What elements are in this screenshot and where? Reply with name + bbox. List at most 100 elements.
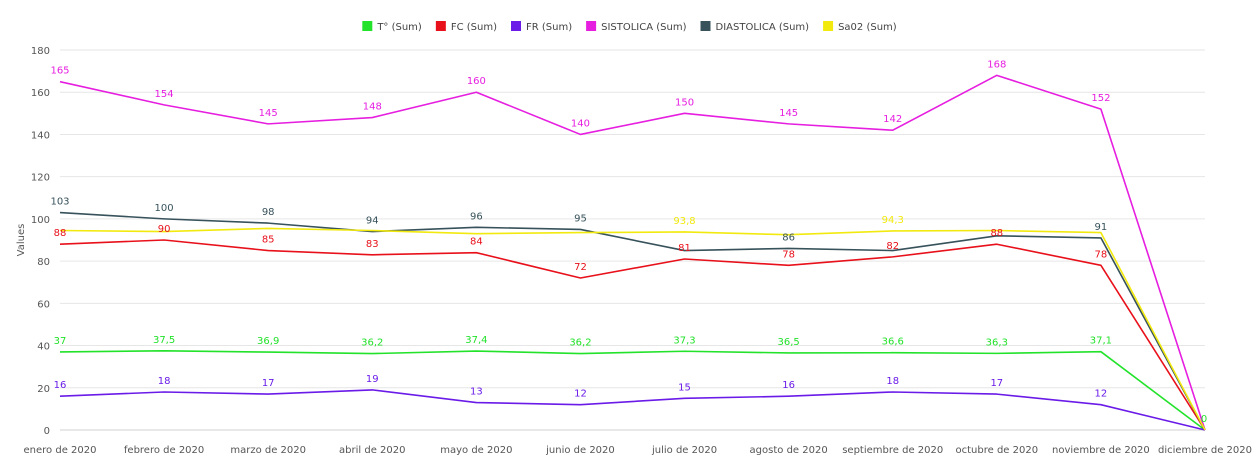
data-label: 36,6	[882, 337, 904, 348]
legend-swatch	[362, 21, 373, 31]
legend-label: FC (Sum)	[451, 22, 497, 33]
data-label: 93,8	[673, 216, 695, 227]
data-label: 165	[50, 66, 69, 77]
data-label: 96	[470, 211, 483, 222]
x-tick-label: mayo de 2020	[440, 445, 512, 456]
data-label: 94,3	[882, 215, 904, 226]
data-label: 85	[262, 235, 275, 246]
data-label: 37,4	[465, 335, 487, 346]
data-label: 90	[158, 224, 171, 235]
x-tick-label: febrero de 2020	[124, 445, 204, 456]
data-label: 86	[782, 232, 795, 243]
data-label: 94	[366, 216, 379, 227]
data-label: 168	[987, 59, 1006, 70]
data-label: 36,2	[361, 338, 383, 349]
y-tick-label: 0	[44, 426, 50, 437]
data-label: 81	[678, 243, 691, 254]
data-label: 145	[259, 108, 278, 119]
data-label: 19	[366, 374, 379, 385]
legend-swatch	[823, 21, 834, 31]
legend-swatch	[586, 21, 597, 31]
data-label: 72	[574, 262, 587, 273]
data-label: 148	[363, 102, 382, 113]
y-tick-label: 40	[37, 342, 50, 353]
legend-label: Sa02 (Sum)	[838, 22, 897, 33]
series-line	[59, 74, 1206, 431]
data-labels: 37 37,5 36,9 36,2 37,4 36,2 37,3 36,5 36,6 36,3 37…	[50, 59, 1207, 425]
series-lines	[59, 74, 1206, 431]
x-tick-label: diciembre de 2020	[1158, 445, 1252, 456]
data-label: 91	[1095, 222, 1108, 233]
x-tick-label: octubre de 2020	[956, 445, 1039, 456]
y-axis-title: Values	[16, 224, 27, 257]
x-tick-label: marzo de 2020	[230, 445, 306, 456]
legend-label: FR (Sum)	[526, 22, 572, 33]
data-label: 36,9	[257, 336, 279, 347]
data-label: 17	[262, 378, 275, 389]
y-tick-label: 140	[31, 130, 50, 141]
legend-item[interactable]: Sa02 (Sum)	[823, 21, 897, 33]
data-label: 37,1	[1090, 336, 1112, 347]
data-label: 18	[158, 376, 171, 387]
data-label: 95	[574, 213, 587, 224]
data-label: 88	[990, 228, 1003, 239]
legend-swatch	[511, 21, 521, 31]
y-tick-label: 180	[31, 46, 50, 57]
legend-item[interactable]: FR (Sum)	[511, 21, 572, 33]
y-tick-label: 80	[37, 257, 50, 268]
data-label: 98	[262, 207, 275, 218]
data-label: 36,5	[778, 337, 800, 348]
data-label: 37	[54, 336, 67, 347]
x-tick-label: noviembre de 2020	[1052, 445, 1150, 456]
data-label: 145	[779, 108, 798, 119]
y-tick-label: 100	[31, 215, 50, 226]
chart-legend: T° (Sum) FC (Sum) FR (Sum) SISTOLICA (Sum) D…	[362, 21, 897, 33]
legend-item[interactable]: FC (Sum)	[435, 21, 497, 33]
legend-item[interactable]: DIASTOLICA (Sum)	[700, 21, 810, 33]
data-label: 16	[782, 380, 795, 391]
data-label: 78	[1095, 249, 1108, 260]
data-label: 37,3	[673, 335, 695, 346]
series-line	[59, 211, 1206, 431]
data-label: 150	[675, 97, 694, 108]
series-line	[59, 389, 1206, 431]
data-label: 82	[886, 241, 899, 252]
x-tick-label: septiembre de 2020	[842, 445, 943, 456]
data-label: 152	[1091, 93, 1110, 104]
legend-swatch	[435, 21, 446, 31]
legend-item[interactable]: T° (Sum)	[362, 21, 422, 33]
data-label: 18	[886, 376, 899, 387]
series-line	[59, 350, 1206, 431]
data-label: 142	[883, 114, 902, 125]
x-tick-label: enero de 2020	[24, 445, 97, 456]
data-label: 15	[678, 382, 691, 393]
data-label: 36,3	[986, 337, 1008, 348]
chart-gridlines	[60, 49, 1205, 431]
legend-label: T° (Sum)	[376, 22, 422, 33]
y-axis: 0 20 40 60 80 100 120 140 160 180	[31, 46, 50, 437]
y-tick-label: 120	[31, 173, 50, 184]
y-tick-label: 20	[37, 384, 50, 395]
x-tick-label: abril de 2020	[339, 445, 405, 456]
data-label: 17	[990, 378, 1003, 389]
y-tick-label: 160	[31, 88, 50, 99]
data-label: 0	[1201, 414, 1207, 425]
data-label: 103	[50, 197, 69, 208]
data-label: 160	[467, 76, 486, 87]
data-label: 154	[155, 89, 174, 100]
data-label: 83	[366, 239, 379, 250]
data-label: 84	[470, 237, 483, 248]
data-label: 88	[54, 228, 67, 239]
data-label: 140	[571, 118, 590, 129]
legend-swatch	[700, 21, 711, 31]
y-tick-label: 60	[37, 299, 50, 310]
x-axis: enero de 2020 febrero de 2020 marzo de 202…	[24, 445, 1252, 456]
x-tick-label: junio de 2020	[545, 445, 615, 456]
data-label: 36,2	[569, 338, 591, 349]
legend-item[interactable]: SISTOLICA (Sum)	[586, 21, 687, 33]
data-label: 100	[155, 203, 174, 214]
data-label: 16	[54, 380, 67, 391]
data-label: 78	[782, 249, 795, 260]
data-label: 13	[470, 387, 483, 398]
data-label: 12	[1095, 389, 1108, 400]
